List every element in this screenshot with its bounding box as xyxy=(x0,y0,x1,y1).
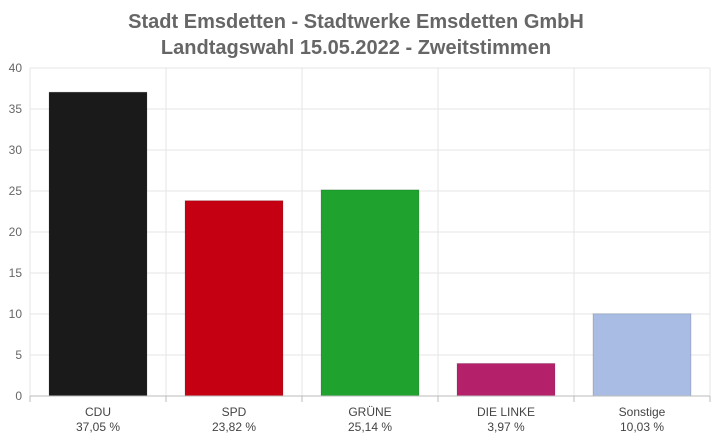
x-category-label: SPD xyxy=(222,405,247,419)
chart-title: Stadt Emsdetten - Stadtwerke Emsdetten G… xyxy=(128,11,584,33)
x-value-label: 3,97 % xyxy=(487,420,525,434)
x-category-label: DIE LINKE xyxy=(477,405,535,419)
x-category-label: CDU xyxy=(85,405,111,419)
y-tick-label: 15 xyxy=(9,266,23,280)
y-tick-label: 10 xyxy=(9,307,23,321)
x-value-label: 37,05 % xyxy=(76,420,120,434)
bar-spd[interactable] xyxy=(184,200,284,397)
x-value-label: 10,03 % xyxy=(620,420,664,434)
y-tick-label: 35 xyxy=(9,102,23,116)
y-tick-label: 0 xyxy=(15,389,22,403)
bar-cdu[interactable] xyxy=(48,91,148,397)
chart-subtitle: Landtagswahl 15.05.2022 - Zweitstimmen xyxy=(161,37,551,59)
x-value-label: 25,14 % xyxy=(348,420,392,434)
x-category-label: Sonstige xyxy=(619,405,666,419)
y-tick-label: 40 xyxy=(9,61,23,75)
bars xyxy=(48,91,692,397)
bar-sonstige[interactable] xyxy=(592,313,692,397)
x-value-label: 23,82 % xyxy=(212,420,256,434)
y-tick-label: 20 xyxy=(9,225,23,239)
y-tick-label: 25 xyxy=(9,184,23,198)
y-tick-label: 5 xyxy=(15,348,22,362)
bar-die-linke[interactable] xyxy=(456,362,556,397)
bar-gr-ne[interactable] xyxy=(320,189,420,397)
y-tick-label: 30 xyxy=(9,143,23,157)
x-category-label: GRÜNE xyxy=(348,405,391,419)
